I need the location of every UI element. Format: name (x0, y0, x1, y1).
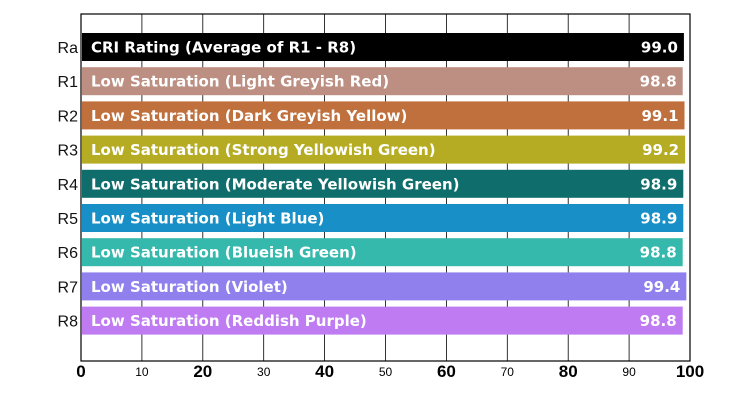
category-label-r4: R4 (58, 177, 79, 194)
x-tick-100: 100 (676, 362, 704, 381)
bar-r8 (82, 306, 683, 335)
value-label-r7: 99.4 (643, 278, 680, 296)
bar-r4 (82, 169, 684, 198)
x-tick-90: 90 (622, 365, 636, 379)
x-tick-60: 60 (437, 362, 456, 381)
category-label-r6: R6 (58, 245, 79, 262)
x-tick-10: 10 (135, 365, 149, 379)
category-label-r2: R2 (58, 108, 79, 125)
category-label-r8: R8 (58, 314, 79, 331)
x-tick-70: 70 (501, 365, 515, 379)
x-tick-50: 50 (379, 365, 393, 379)
bar-r1 (82, 67, 683, 96)
category-label-r7: R7 (58, 279, 79, 296)
x-tick-40: 40 (315, 362, 334, 381)
bar-r6 (82, 238, 683, 267)
bar-label-r3: Low Saturation (Strong Yellowish Green) (91, 141, 436, 159)
category-label-r1: R1 (58, 74, 79, 91)
bar-r5 (82, 204, 684, 232)
x-tick-30: 30 (257, 365, 271, 379)
bar-label-r1: Low Saturation (Light Greyish Red) (91, 73, 389, 91)
bar-ra (82, 33, 684, 61)
value-label-r3: 99.2 (642, 141, 679, 159)
bar-label-r7: Low Saturation (Violet) (91, 278, 288, 296)
bar-label-r4: Low Saturation (Moderate Yellowish Green… (91, 175, 460, 193)
value-label-r8: 98.8 (640, 312, 677, 330)
category-labels: Ra R1 R2 R3 R4 R5 R6 R7 R8 (58, 40, 79, 331)
value-label-r4: 98.9 (640, 175, 677, 193)
category-label-r5: R5 (58, 211, 79, 228)
category-label-r3: R3 (58, 143, 79, 160)
value-label-r1: 98.8 (640, 73, 677, 91)
x-tick-80: 80 (559, 362, 578, 381)
bar-r2 (82, 101, 685, 130)
value-label-r5: 98.9 (640, 210, 677, 228)
bar-label-r8: Low Saturation (Reddish Purple) (91, 312, 367, 330)
bar-label-ra: CRI Rating (Average of R1 - R8) (91, 39, 356, 57)
x-tick-0: 0 (76, 362, 85, 381)
bar-r7 (82, 272, 687, 301)
bars: CRI Rating (Average of R1 - R8) 99.0 Low S… (82, 33, 687, 335)
value-label-r2: 99.1 (642, 107, 679, 125)
bar-label-r6: Low Saturation (Blueish Green) (91, 244, 357, 262)
bar-label-r2: Low Saturation (Dark Greyish Yellow) (91, 107, 407, 125)
value-label-ra: 99.0 (641, 39, 678, 57)
x-tick-20: 20 (193, 362, 212, 381)
bar-r3 (82, 135, 686, 164)
value-label-r6: 98.8 (640, 244, 677, 262)
bar-label-r5: Low Saturation (Light Blue) (91, 210, 324, 228)
x-tick-labels: 0 10 20 30 40 50 60 70 80 90 100 (76, 362, 704, 381)
category-label-ra: Ra (58, 40, 79, 57)
